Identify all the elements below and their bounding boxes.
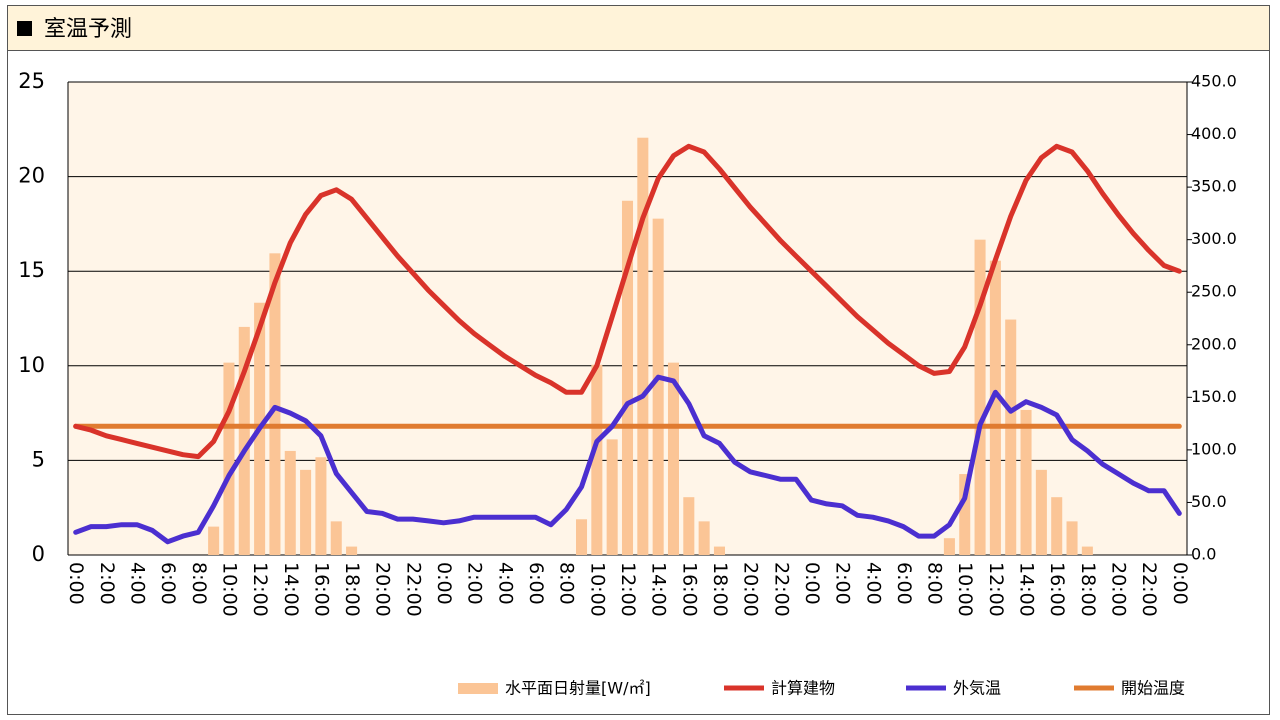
bar: [606, 439, 618, 555]
header: [7, 5, 1270, 51]
y2-tick-label: 450.0: [1191, 72, 1237, 91]
x-tick-label: 6:00: [157, 562, 179, 605]
bar: [223, 362, 235, 555]
y2-tick-label: 200.0: [1191, 334, 1237, 353]
x-tick-label: 18:00: [709, 562, 731, 617]
y2-tick-label: 300.0: [1191, 229, 1237, 248]
bar: [238, 326, 250, 555]
x-tick-label: 10:00: [218, 562, 240, 617]
x-tick-label: 16:00: [310, 562, 332, 617]
x-tick-label: 12:00: [249, 562, 271, 617]
y-tick-label: 0: [32, 542, 45, 566]
x-tick-label: 18:00: [341, 562, 363, 617]
bar: [1035, 469, 1047, 555]
bar: [591, 364, 603, 555]
bar: [315, 457, 327, 555]
x-tick-label: 0:00: [433, 562, 455, 605]
x-tick-label: 16:00: [678, 562, 700, 617]
x-tick-label: 0:00: [1169, 562, 1191, 605]
x-tick-label: 8:00: [556, 562, 578, 605]
line: [73, 374, 1182, 545]
legend-label: 水平面日射量[W/㎡]: [505, 679, 651, 698]
x-tick-label: 20:00: [372, 562, 394, 617]
x-tick-label: 22:00: [770, 562, 792, 617]
y-tick-label: 20: [18, 164, 45, 188]
bar: [652, 218, 664, 555]
x-tick-label: 0:00: [801, 562, 823, 605]
bar: [959, 474, 971, 555]
legend-swatch: [458, 683, 498, 694]
x-tick-label: 8:00: [188, 562, 210, 605]
bar: [667, 362, 680, 555]
x-tick-label: 14:00: [648, 562, 670, 617]
x-tick-label: 14:00: [280, 562, 302, 617]
x-tick-label: 20:00: [740, 562, 762, 617]
x-tick-label: 10:00: [954, 562, 976, 617]
bar: [1066, 521, 1078, 555]
bar: [1051, 497, 1063, 555]
bar: [698, 521, 710, 555]
bar: [330, 521, 342, 555]
x-tick-label: 4:00: [862, 562, 884, 605]
legend-label: 計算建物: [771, 679, 835, 698]
legend-label: 開始温度: [1121, 679, 1185, 698]
x-tick-label: 12:00: [985, 562, 1007, 617]
x-tick-label: 2:00: [464, 562, 486, 605]
y-tick-label: 5: [32, 447, 45, 471]
bar: [346, 546, 358, 555]
y-tick-label: 10: [18, 353, 45, 377]
bar: [300, 469, 312, 555]
bar: [713, 546, 725, 555]
line: [73, 143, 1182, 460]
bar: [989, 260, 1001, 555]
bar: [683, 497, 695, 555]
x-tick-label: 20:00: [1108, 562, 1130, 617]
legend-label: 外気温: [953, 679, 1001, 698]
bar: [621, 200, 634, 555]
bar: [575, 519, 588, 555]
bar: [637, 137, 649, 555]
bar: [943, 538, 955, 555]
x-tick-label: 10:00: [586, 562, 608, 617]
y2-tick-label: 250.0: [1191, 282, 1237, 301]
chart-title: 室温予測: [44, 17, 132, 42]
x-tick-label: 0:00: [65, 562, 87, 605]
x-tick-label: 2:00: [832, 562, 854, 605]
x-tick-label: 2:00: [96, 562, 118, 605]
bar: [284, 450, 296, 555]
y2-tick-label: 0.0: [1191, 545, 1216, 564]
x-tick-label: 12:00: [617, 562, 639, 617]
bar: [974, 239, 986, 555]
x-tick-label: 14:00: [1016, 562, 1038, 617]
y2-tick-label: 150.0: [1191, 387, 1237, 406]
x-tick-label: 8:00: [924, 562, 946, 605]
y2-tick-label: 400.0: [1191, 124, 1237, 143]
bar: [208, 526, 220, 555]
x-tick-label: 6:00: [893, 562, 915, 605]
bar: [1005, 319, 1017, 555]
y2-tick-label: 50.0: [1191, 492, 1227, 511]
y2-tick-label: 100.0: [1191, 439, 1237, 458]
x-tick-label: 16:00: [1046, 562, 1068, 617]
x-tick-label: 22:00: [402, 562, 424, 617]
x-tick-label: 18:00: [1077, 562, 1099, 617]
x-tick-label: 4:00: [126, 562, 148, 605]
y-tick-label: 25: [18, 69, 45, 93]
y-tick-label: 15: [18, 258, 45, 282]
y2-tick-label: 350.0: [1191, 177, 1237, 196]
bar: [1020, 409, 1032, 555]
x-tick-label: 22:00: [1138, 562, 1160, 617]
bar: [269, 253, 281, 555]
x-tick-label: 6:00: [525, 562, 547, 605]
bar: [1081, 546, 1093, 555]
header-icon: [17, 21, 32, 36]
x-tick-label: 4:00: [494, 562, 516, 605]
